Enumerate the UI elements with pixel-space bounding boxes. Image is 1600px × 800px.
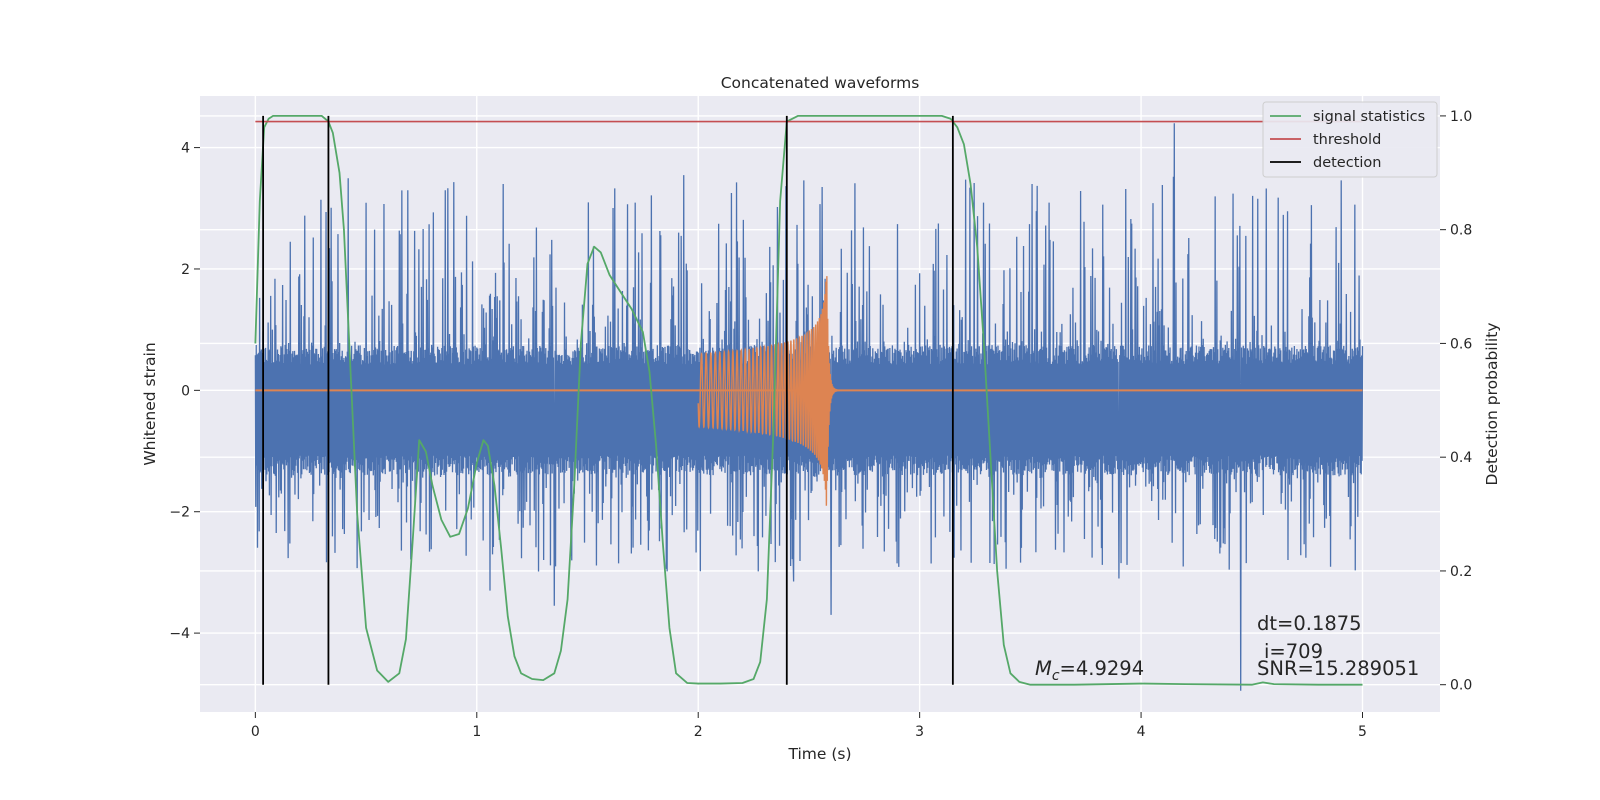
chirp-mass-subscript: c — [1052, 668, 1060, 684]
axis-ticks: 0 1 2 3 4 5 −4 −2 0 2 4 0.0 0.2 0.4 0.6 0.8 1.0 — [169, 109, 1472, 740]
legend: signal statistics threshold detection — [1262, 101, 1438, 178]
annotation-chirp-mass: Mc=4.9294 — [1035, 657, 1144, 684]
x-tick-label: 0 — [251, 724, 260, 740]
annotation-snr: SNR=15.289051 — [1257, 657, 1419, 680]
legend-label-threshold: threshold — [1313, 132, 1381, 148]
annotations: Mc=4.9294 dt=0.1875 i=709 SNR=15.289051 — [1035, 612, 1419, 684]
y-tick-label-left: −4 — [169, 626, 190, 642]
detection-series — [262, 115, 954, 685]
legend-box — [1262, 101, 1438, 178]
y-tick-label-left: −2 — [169, 505, 190, 521]
signal-statistics-line — [254, 115, 1363, 686]
legend-label-detection: detection — [1313, 155, 1381, 171]
y-axis-label-right: Detection probability — [1483, 323, 1501, 486]
y-tick-label-right: 0.6 — [1450, 336, 1472, 352]
x-tick-label: 2 — [694, 724, 703, 740]
y-tick-label-right: 1.0 — [1450, 109, 1472, 125]
y-tick-label-right: 0.4 — [1450, 450, 1472, 466]
chirp-mass-value: =4.9294 — [1060, 657, 1145, 680]
legend-label-signal-statistics: signal statistics — [1313, 109, 1425, 125]
annotation-index: i=709 — [1264, 640, 1323, 663]
y-axis-label-left: Whitened strain — [141, 342, 159, 465]
signal-statistics-series — [254, 115, 1363, 686]
y-tick-label-left: 0 — [181, 383, 190, 399]
y-tick-label-right: 0.8 — [1450, 223, 1472, 239]
annotation-dt: dt=0.1875 — [1257, 612, 1362, 635]
x-tick-label: 3 — [915, 724, 924, 740]
x-tick-label: 5 — [1358, 724, 1367, 740]
x-tick-label: 1 — [472, 724, 481, 740]
chirp-mass-symbol: M — [1035, 657, 1052, 680]
y-tick-label-left: 2 — [181, 262, 190, 278]
y-tick-label-left: 4 — [181, 141, 190, 157]
x-tick-label: 4 — [1137, 724, 1146, 740]
x-axis-label: Time (s) — [787, 745, 851, 763]
chart-title: Concatenated waveforms — [721, 74, 920, 92]
y-tick-label-right: 0.2 — [1450, 564, 1472, 580]
y-tick-label-right: 0.0 — [1450, 678, 1472, 694]
